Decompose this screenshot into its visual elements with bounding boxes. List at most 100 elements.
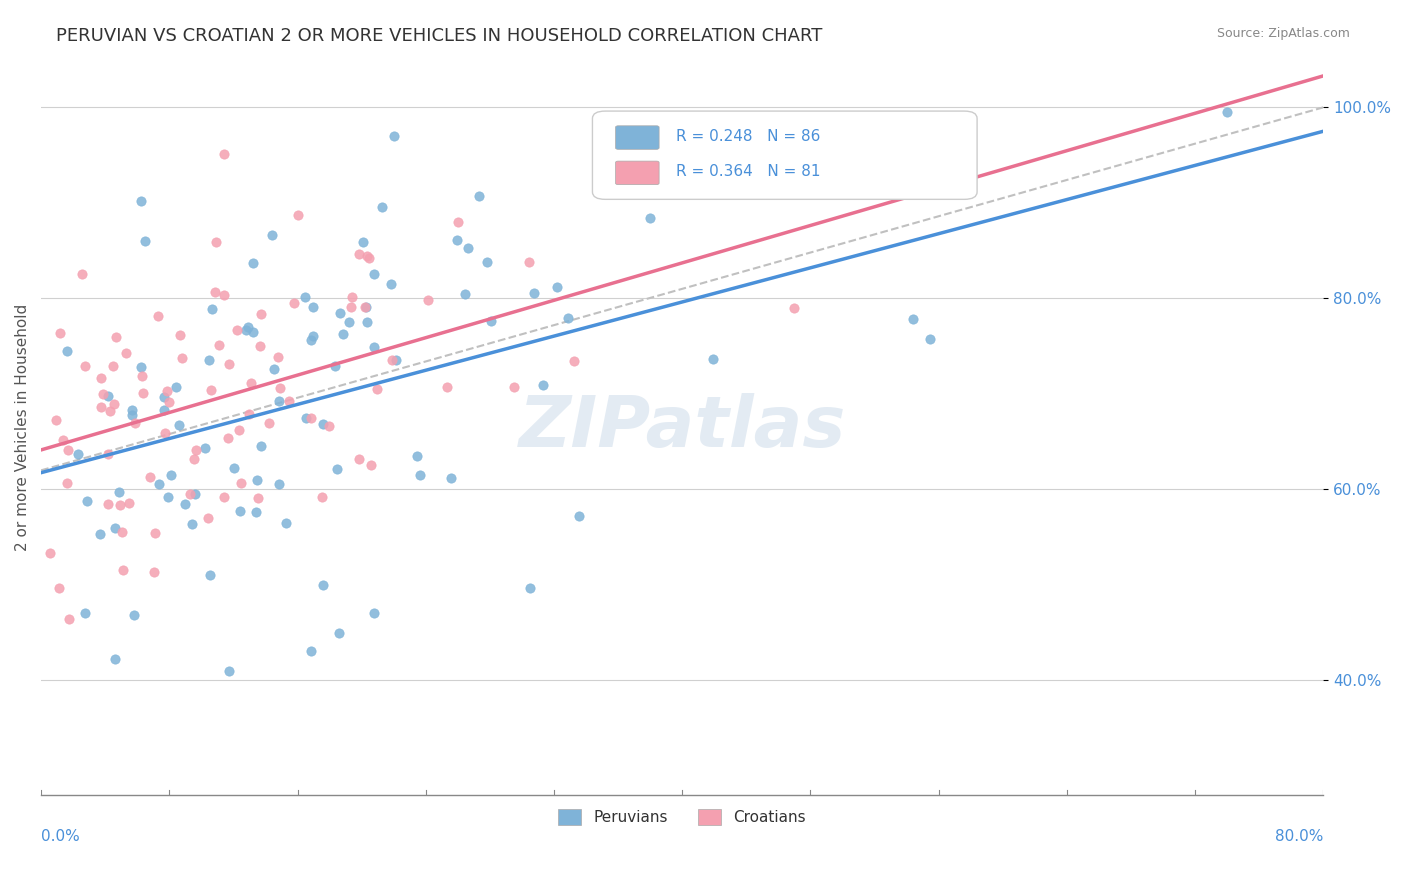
Point xyxy=(312,577,335,591)
Text: R = 0.248   N = 86: R = 0.248 N = 86 xyxy=(676,128,820,144)
Point xyxy=(295,411,318,425)
Point xyxy=(129,194,152,208)
Point xyxy=(347,452,370,467)
Point xyxy=(204,285,226,300)
Point xyxy=(180,516,202,531)
Point xyxy=(276,516,298,530)
Point xyxy=(212,146,235,161)
Point xyxy=(249,307,271,321)
Point xyxy=(142,566,165,580)
Point xyxy=(222,461,245,475)
Point xyxy=(197,510,219,524)
Point xyxy=(194,442,217,456)
Point xyxy=(269,394,291,409)
Point xyxy=(153,390,176,404)
Point xyxy=(212,490,235,504)
Point xyxy=(467,188,489,202)
Point xyxy=(329,305,352,319)
Point xyxy=(159,468,181,483)
Point xyxy=(39,546,62,560)
Point xyxy=(546,279,568,293)
Point xyxy=(129,359,152,374)
Point xyxy=(134,234,156,248)
Point xyxy=(165,379,187,393)
Point xyxy=(200,568,222,582)
Y-axis label: 2 or more Vehicles in Household: 2 or more Vehicles in Household xyxy=(15,303,30,551)
Point xyxy=(97,389,120,403)
Point xyxy=(49,326,72,340)
Point xyxy=(153,425,176,440)
Point xyxy=(340,300,363,314)
Text: 80.0%: 80.0% xyxy=(1275,829,1323,844)
Point xyxy=(479,314,502,328)
Point xyxy=(173,497,195,511)
Point xyxy=(257,416,280,430)
Point xyxy=(356,249,378,263)
Point xyxy=(242,325,264,339)
Point xyxy=(121,403,143,417)
Point xyxy=(153,402,176,417)
Point xyxy=(640,211,662,225)
Point xyxy=(447,215,470,229)
Point xyxy=(235,323,257,337)
Point xyxy=(111,524,134,539)
Point xyxy=(89,527,111,541)
Point xyxy=(104,521,127,535)
Point xyxy=(226,323,249,337)
Point xyxy=(416,293,439,308)
Point xyxy=(228,423,250,437)
Point xyxy=(519,581,541,595)
Point xyxy=(531,378,554,392)
Point xyxy=(75,359,97,374)
Point xyxy=(503,380,526,394)
Point xyxy=(124,416,146,430)
Point xyxy=(44,413,66,427)
Point xyxy=(381,352,404,367)
Point xyxy=(108,484,131,499)
Point xyxy=(218,357,240,371)
Point xyxy=(236,320,259,334)
Point xyxy=(301,300,323,314)
Text: Source: ZipAtlas.com: Source: ZipAtlas.com xyxy=(1216,27,1350,40)
Point xyxy=(121,408,143,422)
Point xyxy=(278,393,301,408)
Point xyxy=(184,487,207,501)
Point xyxy=(267,350,290,364)
FancyBboxPatch shape xyxy=(592,112,977,199)
Point xyxy=(97,447,120,461)
Point xyxy=(562,354,585,368)
Legend: Peruvians, Croatians: Peruvians, Croatians xyxy=(553,804,813,831)
Point xyxy=(903,311,925,326)
Point xyxy=(409,468,432,483)
Point xyxy=(229,504,252,518)
Point xyxy=(48,581,70,595)
Point xyxy=(517,254,540,268)
Point xyxy=(239,376,262,391)
Point xyxy=(523,286,546,301)
Point xyxy=(76,493,98,508)
Point xyxy=(360,458,382,472)
Point xyxy=(323,359,346,374)
Point xyxy=(332,327,354,342)
Point xyxy=(299,333,322,347)
Point xyxy=(357,251,380,265)
Point xyxy=(70,267,93,281)
Point xyxy=(446,233,468,247)
Point xyxy=(97,497,120,511)
Point xyxy=(283,296,305,310)
Point xyxy=(101,359,124,373)
Point xyxy=(249,439,271,453)
Point xyxy=(157,490,180,504)
Point xyxy=(340,290,363,304)
Point xyxy=(382,128,405,143)
Point xyxy=(246,473,269,487)
Point xyxy=(58,612,80,626)
Point xyxy=(104,652,127,666)
Point xyxy=(311,491,333,505)
Point xyxy=(287,208,309,222)
Point xyxy=(56,443,79,458)
Point xyxy=(115,346,138,360)
Point xyxy=(242,255,264,269)
Point xyxy=(139,469,162,483)
Point xyxy=(363,267,385,281)
